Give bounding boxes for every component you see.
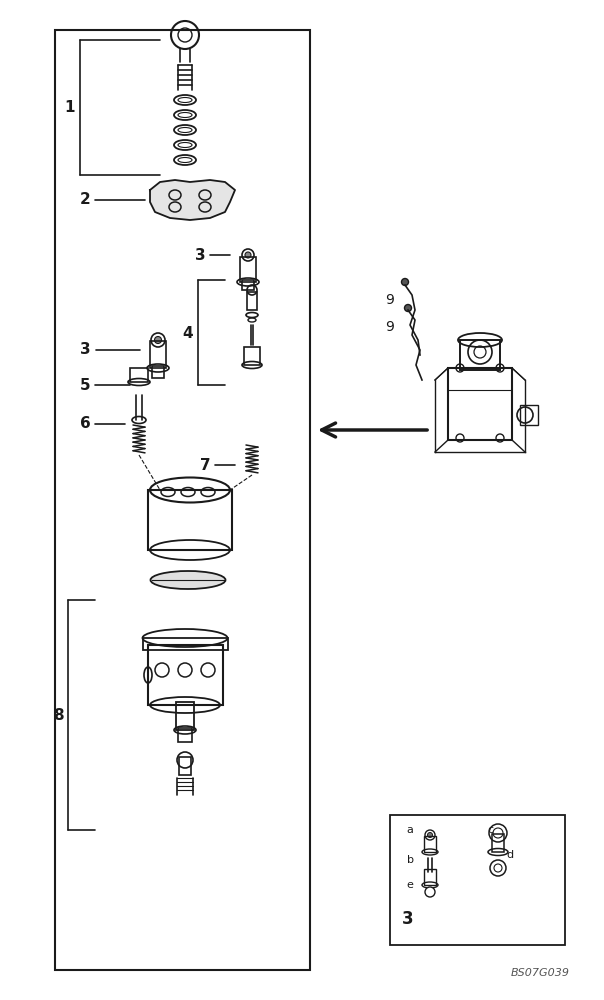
Bar xyxy=(424,869,436,885)
Bar xyxy=(492,834,504,852)
Text: 2: 2 xyxy=(80,192,91,208)
Text: 3: 3 xyxy=(402,910,414,928)
Text: BS07G039: BS07G039 xyxy=(510,968,570,978)
Circle shape xyxy=(425,887,435,897)
Bar xyxy=(390,815,565,945)
Circle shape xyxy=(405,304,411,312)
Text: 1: 1 xyxy=(65,101,76,115)
Bar xyxy=(150,341,166,368)
Circle shape xyxy=(155,336,161,344)
Bar xyxy=(55,30,310,970)
Text: 3: 3 xyxy=(80,342,91,358)
Bar xyxy=(520,405,538,425)
Text: 5: 5 xyxy=(80,377,91,392)
Text: c: c xyxy=(487,825,493,835)
Text: e: e xyxy=(406,880,413,890)
Text: 9: 9 xyxy=(385,293,394,307)
Text: 4: 4 xyxy=(182,326,193,340)
Bar xyxy=(247,292,257,310)
Bar xyxy=(244,347,260,365)
Text: 3: 3 xyxy=(194,247,205,262)
Circle shape xyxy=(402,278,408,286)
Text: 6: 6 xyxy=(80,416,91,432)
Bar xyxy=(179,757,191,775)
Bar xyxy=(143,638,228,650)
Bar xyxy=(242,280,254,290)
Bar xyxy=(240,257,256,282)
Bar xyxy=(152,366,164,378)
Bar xyxy=(424,836,436,852)
Circle shape xyxy=(151,333,165,347)
Circle shape xyxy=(242,249,254,261)
Bar xyxy=(460,340,500,370)
Text: d: d xyxy=(506,850,513,860)
Bar xyxy=(130,368,148,382)
Circle shape xyxy=(245,252,251,258)
Ellipse shape xyxy=(150,571,225,589)
Text: b: b xyxy=(406,855,414,865)
Polygon shape xyxy=(150,180,235,220)
Circle shape xyxy=(428,832,432,838)
Text: a: a xyxy=(406,825,413,835)
Circle shape xyxy=(425,830,435,840)
Bar xyxy=(176,702,194,730)
Text: 7: 7 xyxy=(200,458,210,473)
Bar xyxy=(148,645,223,705)
Bar xyxy=(148,490,232,550)
Bar xyxy=(448,368,512,440)
Bar xyxy=(178,728,192,742)
Text: 8: 8 xyxy=(53,708,63,722)
Text: 9: 9 xyxy=(385,320,394,334)
